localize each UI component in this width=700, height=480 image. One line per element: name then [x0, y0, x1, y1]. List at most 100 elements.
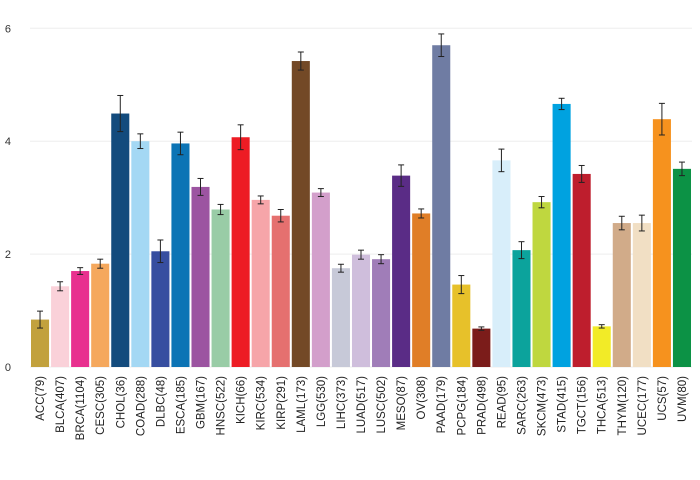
- bar: [91, 263, 110, 367]
- x-tick-label: KICH(66): [236, 376, 248, 424]
- x-tick-label: OV(308): [416, 376, 428, 420]
- bar: [311, 192, 330, 367]
- bar: [472, 328, 491, 367]
- error-bar: [257, 195, 264, 205]
- error-bar: [618, 215, 625, 231]
- error-bar: [197, 177, 204, 196]
- bar: [452, 284, 471, 367]
- bar: [171, 143, 190, 367]
- x-tick-label: HNSC(522): [216, 376, 228, 436]
- bar: [51, 286, 70, 367]
- bar: [492, 160, 511, 367]
- bar: [331, 268, 350, 367]
- bar: [572, 173, 591, 367]
- x-tick-label: STAD(415): [557, 376, 569, 433]
- error-bar: [458, 275, 465, 295]
- x-tick-label: UCEC(177): [637, 376, 649, 436]
- x-tick-label: UVM(80): [677, 376, 689, 422]
- x-tick-label: BRCA(1104): [75, 376, 87, 441]
- error-bar: [297, 51, 304, 71]
- x-tick-label: LUSC(502): [376, 376, 388, 434]
- error-bar: [538, 196, 545, 209]
- y-tick-label: 6: [5, 23, 11, 35]
- bar: [672, 168, 691, 367]
- bar: [211, 209, 230, 367]
- x-tick-label: THYM(120): [617, 376, 629, 436]
- bar: [231, 137, 250, 367]
- y-axis: 0 2 4 6: [5, 23, 11, 374]
- error-bar: [498, 148, 505, 173]
- bar: [612, 223, 631, 367]
- x-tick-label: UCS(57): [657, 376, 669, 421]
- x-tick-label: ACC(79): [35, 376, 47, 421]
- error-bar: [237, 124, 244, 151]
- error-bar: [658, 102, 665, 136]
- bar: [131, 141, 150, 367]
- error-bar: [638, 214, 645, 232]
- x-axis: ACC(79) BLCA(407) BRCA(1104) CESC(305) CHOL(…: [35, 376, 689, 441]
- y-tick-label: 2: [5, 249, 11, 261]
- bar: [412, 213, 431, 367]
- bar: [632, 223, 651, 367]
- error-bar: [518, 241, 525, 260]
- bar: [151, 251, 170, 367]
- error-bar: [57, 281, 64, 292]
- x-tick-label: KIRP(291): [276, 376, 288, 430]
- x-tick-label: PAAD(179): [436, 376, 448, 433]
- error-bar: [378, 254, 385, 265]
- x-tick-label: ESCA(185): [175, 376, 187, 434]
- x-tick-label: LIHC(373): [336, 376, 348, 429]
- error-bar: [438, 33, 445, 58]
- bar: [71, 271, 90, 367]
- bars-layer: [31, 45, 691, 368]
- bar: [592, 326, 611, 367]
- x-tick-label: LGG(530): [316, 376, 328, 427]
- error-bar: [37, 310, 44, 329]
- y-tick-label: 0: [5, 362, 11, 374]
- bar: [351, 254, 371, 367]
- bar: [432, 45, 451, 368]
- bar: [552, 103, 571, 367]
- error-bar: [177, 131, 184, 156]
- error-bars-layer: [37, 33, 685, 331]
- x-tick-label: BLCA(407): [55, 376, 67, 433]
- x-tick-label: KIRC(534): [256, 376, 268, 430]
- error-bar: [358, 249, 364, 260]
- error-bar: [217, 203, 224, 216]
- x-tick-label: DLBC(48): [155, 376, 167, 427]
- error-bar: [337, 263, 344, 273]
- error-bar: [678, 161, 685, 177]
- error-bar: [398, 164, 405, 187]
- x-tick-label: SKCM(473): [537, 376, 549, 436]
- x-tick-label: COAD(288): [135, 376, 147, 436]
- error-bar: [578, 164, 585, 183]
- bar: [392, 175, 411, 367]
- x-tick-label: CHOL(36): [115, 376, 127, 429]
- x-tick-label: PCPG(184): [456, 376, 468, 436]
- bar: [512, 250, 531, 367]
- error-bar: [117, 94, 124, 133]
- error-bar: [598, 324, 605, 329]
- bar: [191, 186, 210, 367]
- x-tick-label: LUAD(517): [356, 376, 368, 434]
- x-tick-label: CESC(305): [95, 376, 107, 435]
- x-tick-label: GBM(167): [196, 376, 208, 429]
- bar: [372, 259, 391, 367]
- bar: [271, 215, 290, 367]
- x-tick-label: TGCT(156): [577, 376, 589, 434]
- error-bar: [558, 97, 565, 111]
- bar: [111, 113, 130, 367]
- bar: [31, 319, 50, 367]
- bar: [532, 202, 551, 367]
- error-bar: [478, 326, 485, 331]
- x-tick-label: PRAD(498): [476, 376, 488, 435]
- x-tick-label: LAML(173): [296, 376, 308, 433]
- x-tick-label: READ(95): [496, 376, 508, 429]
- bar: [291, 61, 310, 367]
- x-tick-label: SARC(263): [516, 376, 528, 435]
- bar: [652, 119, 671, 367]
- error-bar: [317, 188, 324, 198]
- error-bar: [418, 208, 425, 219]
